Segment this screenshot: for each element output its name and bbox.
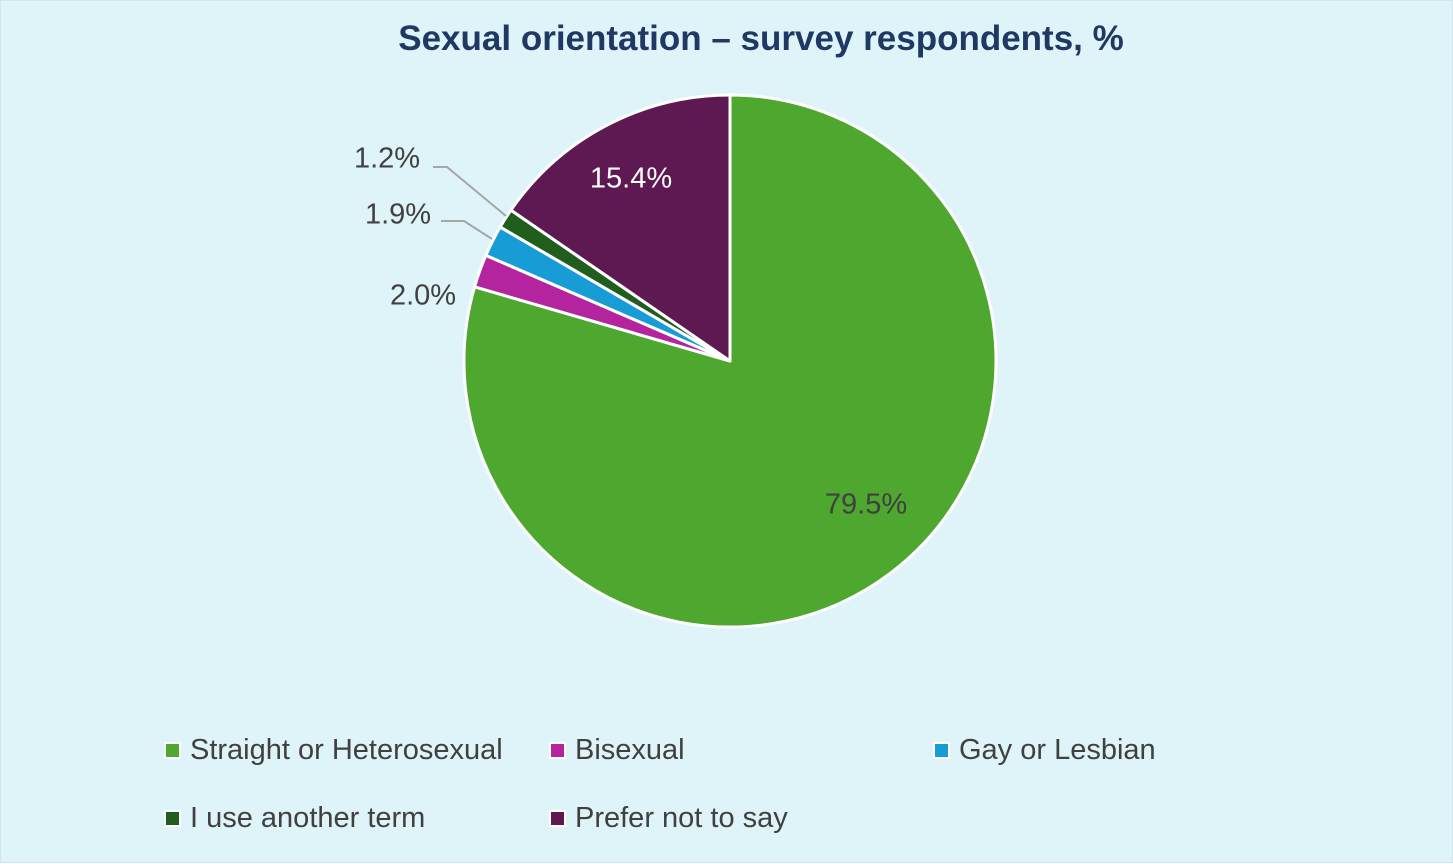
legend-swatch bbox=[933, 742, 950, 759]
legend-label: I use another term bbox=[190, 802, 426, 834]
legend-swatch bbox=[164, 810, 181, 827]
legend-swatch bbox=[549, 742, 566, 759]
legend-swatch bbox=[164, 742, 181, 759]
legend-label: Straight or Heterosexual bbox=[190, 734, 503, 766]
legend-label: Bisexual bbox=[575, 734, 685, 766]
legend-item-gay-or-lesbian: Gay or Lesbian bbox=[933, 734, 1156, 767]
chart-title: Sexual orientation – survey respondents,… bbox=[398, 19, 1124, 58]
legend-item-bisexual: Bisexual bbox=[549, 734, 685, 767]
data-label-i-use-another-term: 1.2% bbox=[354, 143, 420, 175]
data-label-prefer-not-to-say: 15.4% bbox=[590, 163, 672, 195]
data-label-straight-or-heterosexual: 79.5% bbox=[825, 489, 907, 521]
legend-label: Gay or Lesbian bbox=[959, 734, 1156, 766]
data-label-bisexual: 2.0% bbox=[390, 280, 456, 312]
legend-item-straight-or-heterosexual: Straight or Heterosexual bbox=[164, 734, 503, 767]
legend-item-i-use-another-term: I use another term bbox=[164, 802, 425, 835]
leader-line-gay-or-lesbian bbox=[441, 220, 493, 240]
pie-slice-prefer-not-to-say bbox=[509, 93, 732, 363]
legend-item-prefer-not-to-say: Prefer not to say bbox=[549, 802, 788, 835]
leader-line-i-use-another-term bbox=[433, 166, 507, 217]
data-label-gay-or-lesbian: 1.9% bbox=[365, 199, 431, 231]
legend-label: Prefer not to say bbox=[575, 802, 788, 834]
legend-swatch bbox=[549, 810, 566, 827]
